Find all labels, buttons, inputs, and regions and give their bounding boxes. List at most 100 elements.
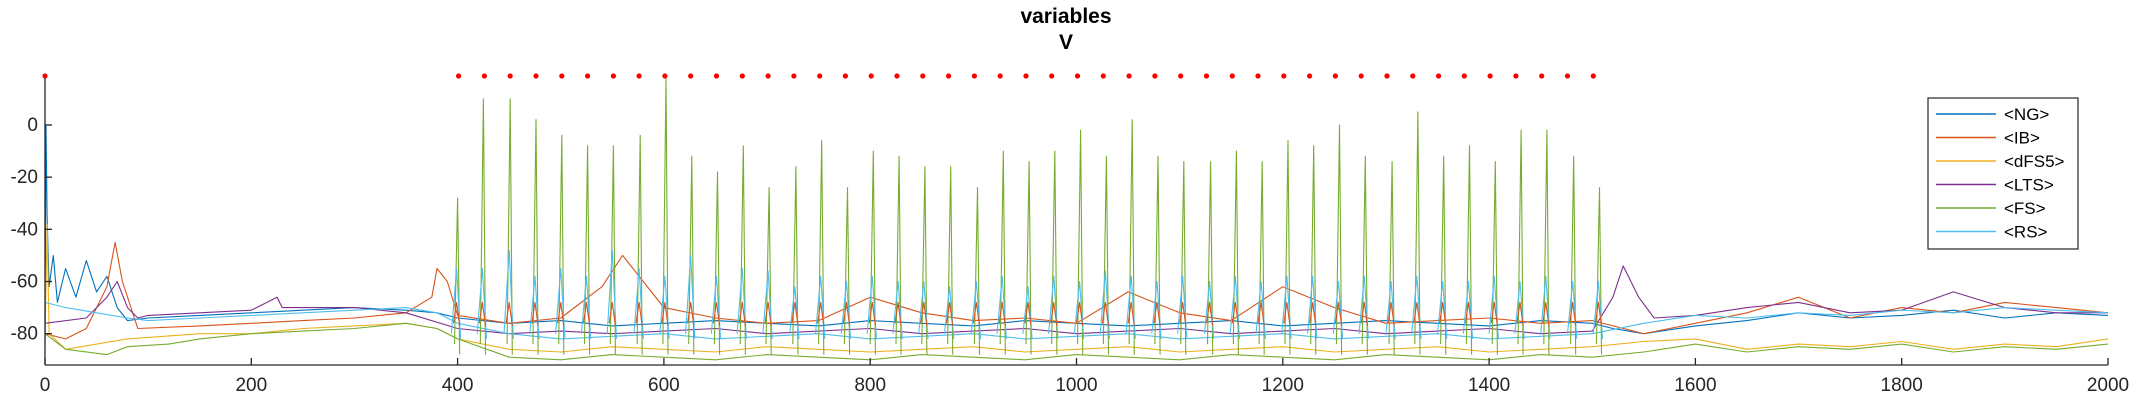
fs-spike bbox=[999, 150, 1006, 355]
stimulus-marker bbox=[1332, 73, 1338, 79]
y-axis: 0 -20 -40 -60 -80 bbox=[11, 78, 52, 365]
ib-spike bbox=[452, 301, 461, 326]
stimulus-marker bbox=[1023, 73, 1029, 79]
ib-spike bbox=[1283, 301, 1291, 326]
fs-spike bbox=[1335, 124, 1343, 355]
fs-spike bbox=[1258, 160, 1265, 355]
ib-spike bbox=[478, 301, 487, 326]
fs-spike bbox=[1128, 119, 1135, 355]
x-tick-label: 1800 bbox=[1881, 375, 1923, 396]
stimulus-marker bbox=[868, 73, 874, 79]
rs-spike bbox=[1177, 275, 1188, 339]
fs-spike bbox=[1543, 129, 1550, 355]
series-line-lts bbox=[44, 265, 2108, 335]
ib-spike bbox=[791, 301, 799, 326]
ib-spike bbox=[635, 301, 643, 326]
fs-spike bbox=[1570, 155, 1577, 355]
ib-spike bbox=[1542, 301, 1550, 326]
ib-spike bbox=[945, 301, 954, 326]
fs-spike bbox=[818, 140, 825, 355]
legend-label: <FS> bbox=[2004, 199, 2046, 218]
ib-spike bbox=[1516, 301, 1524, 326]
stimulus-marker bbox=[1203, 73, 1210, 79]
stimulus-marker bbox=[1049, 73, 1055, 79]
rs-spike bbox=[476, 267, 488, 339]
rs-spike bbox=[1125, 275, 1136, 339]
stimulus-marker bbox=[1152, 73, 1158, 79]
fs-spike bbox=[1517, 129, 1524, 355]
ib-spike bbox=[920, 301, 928, 326]
rs-spike bbox=[1048, 275, 1059, 339]
x-tick-label: 0 bbox=[40, 375, 51, 396]
stimulus-marker bbox=[610, 73, 617, 79]
legend-label: <dFS5> bbox=[2004, 152, 2065, 171]
x-tick-label: 400 bbox=[442, 375, 474, 396]
x-tick-label: 1400 bbox=[1468, 375, 1510, 396]
stimulus-marker bbox=[971, 73, 978, 79]
stimulus-marker bbox=[920, 73, 926, 79]
ib-spike bbox=[505, 301, 513, 326]
ib-spike bbox=[972, 301, 981, 326]
fs-spike bbox=[1180, 160, 1187, 355]
stimulus-marker bbox=[1590, 73, 1596, 79]
rs-spike bbox=[1307, 275, 1318, 339]
stimulus-marker bbox=[894, 73, 900, 79]
stimulus-marker bbox=[662, 73, 668, 79]
plot-area bbox=[42, 73, 2109, 361]
rs-spike bbox=[736, 267, 747, 339]
rs-spike bbox=[580, 275, 592, 339]
ib-spike bbox=[1360, 301, 1368, 326]
chart-title: variables bbox=[1020, 5, 1111, 28]
stimulus-marker bbox=[507, 73, 513, 79]
ib-spike bbox=[1231, 301, 1239, 326]
stimulus-marker bbox=[533, 73, 539, 79]
x-tick-label: 2000 bbox=[2087, 375, 2129, 396]
stimulus-marker bbox=[1229, 73, 1235, 79]
stimulus-marker bbox=[636, 73, 642, 79]
ib-spike bbox=[582, 301, 591, 326]
legend-box bbox=[1927, 97, 2079, 250]
fs-spike bbox=[792, 166, 799, 355]
stimulus-marker bbox=[481, 73, 487, 79]
stimulus-marker bbox=[1178, 73, 1184, 79]
y-tick-label: -60 bbox=[11, 272, 38, 293]
stimulus-marker bbox=[688, 73, 694, 79]
rs-spike bbox=[633, 267, 644, 339]
ib-spike bbox=[1413, 301, 1421, 326]
fs-spike bbox=[532, 119, 539, 355]
rs-spike bbox=[710, 275, 722, 339]
rs-spike bbox=[1540, 275, 1551, 339]
fs-spike bbox=[1465, 145, 1473, 355]
stimulus-marker bbox=[739, 73, 745, 79]
legend: <NG> <IB> <dFS5> <LTS> <FS> <RS> bbox=[1927, 97, 2079, 250]
ib-spike bbox=[1594, 301, 1603, 326]
rs-spike bbox=[450, 267, 462, 339]
x-tick-label: 1200 bbox=[1262, 375, 1304, 396]
fs-spike bbox=[1154, 155, 1161, 355]
ib-spike bbox=[1050, 301, 1058, 326]
fs-spike bbox=[1595, 187, 1603, 355]
ib-spike bbox=[1569, 301, 1577, 326]
stimulus-marker bbox=[1410, 73, 1416, 79]
x-axis: 0 200 400 600 800 1000 1200 1400 1600 1800 2000 bbox=[40, 358, 2129, 396]
ib-spike bbox=[1179, 301, 1187, 326]
legend-label: <LTS> bbox=[2004, 176, 2054, 195]
rs-spike bbox=[996, 275, 1007, 339]
rs-spike bbox=[1411, 275, 1422, 339]
rs-spike bbox=[529, 275, 540, 339]
ib-spike bbox=[608, 301, 616, 326]
x-tick-label: 1600 bbox=[1674, 375, 1716, 396]
series-line-rs bbox=[44, 301, 2109, 340]
rs-spike bbox=[762, 270, 773, 339]
stimulus-marker bbox=[585, 73, 591, 79]
ib-spike bbox=[1205, 301, 1214, 326]
series-line-ib bbox=[44, 241, 2109, 340]
legend-label: <NG> bbox=[2004, 105, 2049, 124]
ib-spike bbox=[1490, 301, 1498, 326]
fs-spike bbox=[1076, 129, 1084, 355]
fs-spike bbox=[583, 145, 591, 355]
rs-spike bbox=[503, 249, 514, 339]
ib-spike bbox=[1153, 301, 1161, 326]
stimulus-marker bbox=[946, 73, 952, 79]
